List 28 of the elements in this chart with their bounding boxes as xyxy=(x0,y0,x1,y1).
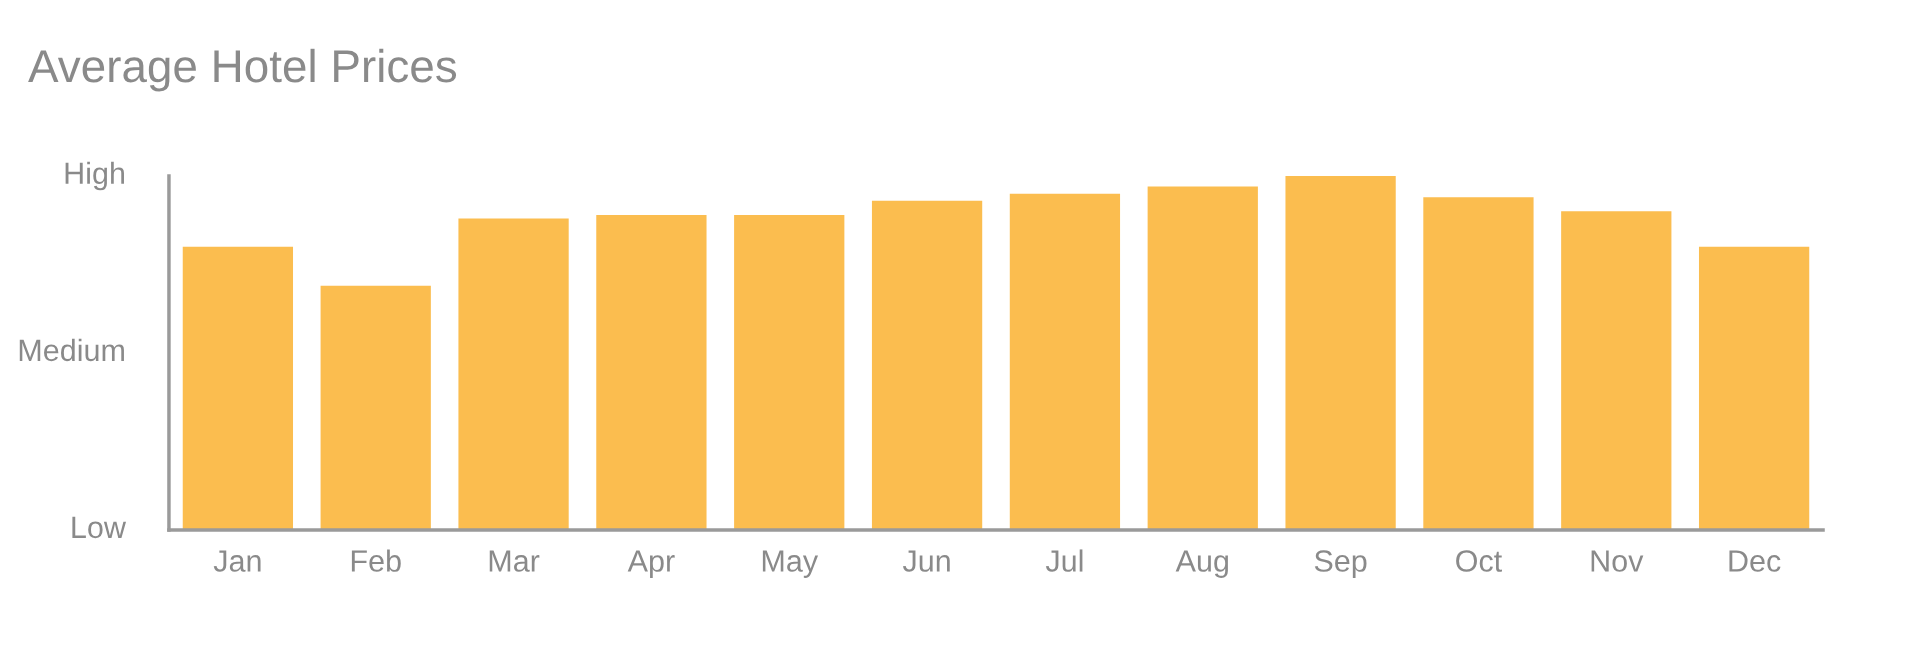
x-tick-label: May xyxy=(762,550,819,578)
text: Medium xyxy=(19,338,124,362)
bar xyxy=(1009,193,1121,530)
bar xyxy=(320,285,431,530)
x-tick-label: Sep xyxy=(1314,550,1367,578)
bar xyxy=(596,214,707,530)
x-tick-label: Jan xyxy=(213,550,261,572)
x-tick-label: Apr xyxy=(627,550,675,578)
text: High xyxy=(65,161,124,191)
bar xyxy=(458,218,569,530)
chart-title: Average Hotel Prices xyxy=(28,48,457,92)
bar xyxy=(182,246,294,530)
x-tick-label: Oct xyxy=(1456,550,1502,572)
x-tick-label: Mar xyxy=(489,550,540,572)
bar xyxy=(871,200,983,530)
bar xyxy=(1698,246,1810,530)
bar xyxy=(1561,211,1672,530)
bar xyxy=(1423,197,1534,530)
text: Low xyxy=(72,516,127,539)
x-tick-label: Nov xyxy=(1591,550,1644,572)
x-tick-label: Jun xyxy=(902,550,950,572)
x-tick-label: Dec xyxy=(1729,550,1781,572)
bar xyxy=(1285,175,1396,530)
x-tick-label: Feb xyxy=(351,549,401,572)
bar xyxy=(1147,186,1258,530)
bar xyxy=(734,214,845,530)
x-tick-label: Jul xyxy=(1045,549,1083,572)
x-tick-label: Aug xyxy=(1175,550,1228,578)
